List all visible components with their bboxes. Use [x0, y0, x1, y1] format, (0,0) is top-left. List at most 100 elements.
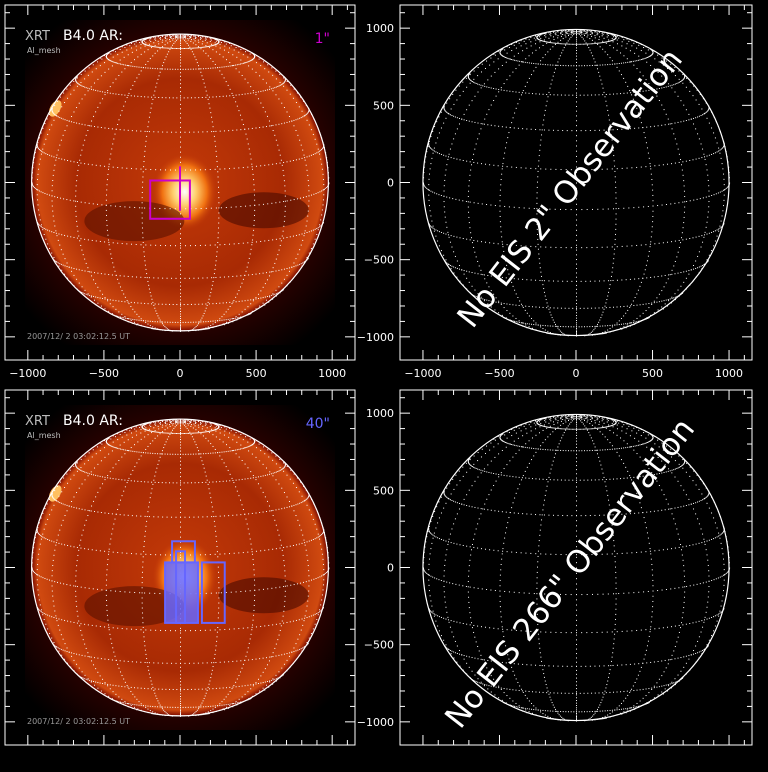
grid-dot [229, 629, 230, 630]
grid-dot [547, 64, 548, 65]
grid-dot [198, 132, 199, 133]
grid-dot [529, 62, 530, 63]
grid-dot [229, 43, 230, 44]
grid-dot [37, 145, 38, 146]
grid-dot [176, 689, 177, 690]
grid-dot [612, 246, 613, 247]
grid-dot [190, 322, 191, 323]
grid-dot [704, 234, 705, 235]
grid-dot [217, 251, 218, 252]
grid-dot [612, 64, 613, 65]
grid-dot [187, 330, 188, 331]
grid-dot [107, 90, 108, 91]
grid-dot [210, 630, 211, 631]
grid-dot [500, 226, 501, 227]
grid-dot [247, 57, 248, 58]
grid-dot [215, 146, 216, 147]
grid-dot [88, 164, 89, 165]
grid-dot [484, 86, 485, 87]
grid-dot [228, 309, 229, 310]
grid-dot [464, 270, 465, 271]
grid-dot [252, 627, 253, 628]
grid-dot [518, 53, 519, 54]
grid-dot [648, 318, 649, 319]
grid-dot [71, 116, 72, 117]
grid-dot [450, 149, 451, 150]
grid-dot [565, 35, 566, 36]
grid-dot [280, 163, 281, 164]
grid-dot [142, 207, 143, 208]
grid-dot [224, 704, 225, 705]
grid-dot [107, 684, 108, 685]
grid-dot [143, 251, 144, 252]
grid-dot [429, 146, 430, 147]
grid-dot [557, 328, 558, 329]
grid-dot [263, 61, 264, 62]
grid-dot [40, 219, 41, 220]
grid-dot [196, 47, 197, 48]
grid-dot [245, 300, 246, 301]
grid-dot [501, 179, 502, 180]
grid-dot [514, 290, 515, 291]
grid-dot [121, 94, 122, 95]
grid-dot [86, 263, 87, 264]
grid-dot [671, 297, 672, 298]
grid-dot [441, 154, 442, 155]
grid-dot [213, 61, 214, 62]
grid-dot [152, 302, 153, 303]
grid-dot [539, 258, 540, 259]
grid-dot [561, 247, 562, 248]
grid-dot [721, 158, 722, 159]
grid-dot [608, 208, 609, 209]
grid-dot [608, 39, 609, 40]
grid-dot [568, 33, 569, 34]
grid-dot [564, 43, 565, 44]
grid-dot [180, 325, 181, 326]
grid-dot [637, 305, 638, 306]
grid-dot [233, 318, 234, 319]
grid-dot [316, 123, 317, 124]
grid-dot [136, 319, 137, 320]
grid-dot [451, 108, 452, 109]
grid-dot [303, 101, 304, 102]
grid-dot [125, 65, 126, 66]
grid-dot [572, 33, 573, 34]
grid-dot [113, 139, 114, 140]
grid-dot [260, 290, 261, 291]
grid-dot [533, 324, 534, 325]
grid-dot [444, 180, 445, 181]
grid-dot [37, 531, 38, 532]
grid-dot [165, 245, 166, 246]
grid-dot [113, 167, 114, 168]
grid-dot [100, 626, 101, 627]
grid-dot [73, 653, 74, 654]
grid-dot [283, 586, 284, 587]
grid-dot [60, 198, 61, 199]
grid-dot [613, 34, 614, 35]
grid-dot [73, 122, 74, 123]
grid-dot [120, 317, 121, 318]
grid-dot [77, 175, 78, 176]
grid-dot [191, 48, 192, 49]
grid-dot [165, 38, 166, 39]
grid-dot [507, 166, 508, 167]
grid-dot [474, 252, 475, 253]
grid-dot [501, 236, 502, 237]
grid-dot [606, 94, 607, 95]
grid-dot [709, 233, 710, 234]
grid-dot [306, 105, 307, 106]
grid-dot [123, 317, 124, 318]
grid-dot [671, 274, 672, 275]
grid-dot [159, 593, 160, 594]
grid-dot [557, 94, 558, 95]
grid-dot [251, 244, 252, 245]
grid-dot [97, 79, 98, 80]
grid-dot [621, 74, 622, 75]
grid-dot [612, 168, 613, 169]
grid-dot [431, 221, 432, 222]
grid-dot [142, 212, 143, 213]
grid-dot [721, 227, 722, 228]
grid-dot [147, 277, 148, 278]
grid-dot [188, 69, 189, 70]
grid-dot [175, 208, 176, 209]
